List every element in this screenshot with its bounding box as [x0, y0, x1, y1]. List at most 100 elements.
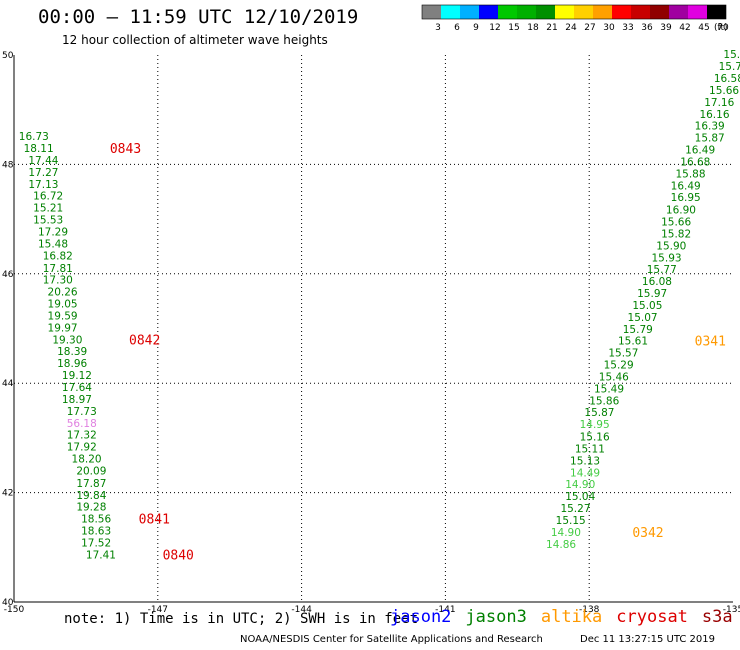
swh-value: 16.49 [685, 145, 715, 157]
sat-altika: altika [540, 607, 603, 627]
swh-value: 15.11 [575, 443, 605, 455]
swh-value: 16.08 [642, 276, 672, 288]
swh-value: 15.66 [709, 85, 739, 97]
swh-value: 18.20 [72, 454, 102, 466]
swh-value: 15.79 [623, 324, 653, 336]
swh-value: 15.88 [675, 169, 705, 181]
swh-value: 16.73 [19, 131, 49, 143]
legend-swatch [574, 5, 593, 19]
swh-value: 15.66 [661, 216, 691, 228]
swh-value: 17.41 [86, 549, 116, 561]
swh-value: 16.68 [680, 157, 710, 169]
legend-label: 30 [603, 23, 615, 33]
pass-time-label: 0840 [163, 548, 194, 563]
sat-jason3: jason3 [465, 607, 527, 627]
pass-time-label: 0842 [129, 333, 160, 348]
x-tick-label: -144 [291, 605, 312, 615]
legend-swatch [441, 5, 460, 19]
x-tick-label: -135 [723, 605, 740, 615]
legend-swatch [707, 5, 726, 19]
swh-value: 15.87 [695, 133, 725, 145]
legend-unit: (ft) [714, 23, 728, 33]
swh-value: 16.16 [699, 109, 729, 121]
swh-value: 15.29 [604, 360, 634, 372]
swh-value: 17.52 [81, 537, 111, 549]
swh-value: 17.73 [67, 406, 97, 418]
pass-time-label: 0341 [695, 335, 726, 350]
swh-value: 14.90 [565, 479, 595, 491]
swh-value: 16.58 [714, 73, 740, 85]
swh-value: 14.86 [546, 539, 576, 551]
swh-value: 17.44 [28, 155, 58, 167]
swh-value: 15.27 [560, 503, 590, 515]
legend-swatch [536, 5, 555, 19]
swh-value: 56.18 [67, 418, 97, 430]
swh-value: 18.11 [24, 143, 54, 155]
swh-value: 17.16 [704, 97, 734, 109]
swh-value: 14.95 [580, 419, 610, 431]
swh-value: 15.13 [570, 455, 600, 467]
swh-value: 20.09 [76, 466, 106, 478]
swh-value: 15.15 [556, 515, 586, 527]
swh-value: 15.93 [652, 252, 682, 264]
legend-label: 42 [679, 23, 690, 33]
generated-timestamp: Dec 11 13:27:15 UTC 2019 [580, 634, 715, 645]
y-tick-label: 48 [2, 160, 14, 170]
legend-label: 18 [527, 23, 539, 33]
swh-value: 19.97 [48, 322, 78, 334]
legend-label: 9 [473, 23, 479, 33]
swh-value: 19.84 [76, 490, 106, 502]
legend-swatch [422, 5, 441, 19]
swh-value: 20.26 [48, 286, 78, 298]
y-tick-label: 46 [2, 270, 14, 280]
legend-swatch [631, 5, 650, 19]
swh-value: 15.68 [723, 49, 740, 61]
legend-swatch [612, 5, 631, 19]
swh-value: 19.28 [76, 501, 106, 513]
swh-value: 19.59 [48, 310, 78, 322]
legend-swatch [555, 5, 574, 19]
swh-value: 17.87 [76, 478, 106, 490]
legend-label: 36 [641, 23, 653, 33]
units-note: note: 1) Time is in UTC; 2) SWH is in fe… [64, 611, 419, 627]
legend-swatch [479, 5, 498, 19]
x-tick-label: -138 [579, 605, 600, 615]
swh-value: 19.05 [48, 298, 78, 310]
swh-value: 18.63 [81, 525, 111, 537]
legend-swatch [593, 5, 612, 19]
swh-value: 15.82 [661, 228, 691, 240]
swh-value: 15.46 [599, 372, 629, 384]
x-tick-label: -141 [435, 605, 455, 615]
y-tick-label: 40 [2, 598, 14, 608]
swh-value: 15.86 [589, 396, 619, 408]
legend-swatch [669, 5, 688, 19]
swh-value: 19.30 [52, 334, 82, 346]
legend-swatch [688, 5, 707, 19]
swh-value: 15.90 [656, 240, 686, 252]
swh-value: 17.13 [28, 179, 58, 191]
swh-value: 15.97 [637, 288, 667, 300]
y-tick-label: 50 [2, 51, 14, 61]
legend-label: 24 [565, 23, 577, 33]
swh-value: 16.49 [671, 181, 701, 193]
legend-label: 3 [435, 23, 441, 33]
swh-value: 15.78 [719, 61, 740, 73]
swh-value: 17.92 [67, 442, 97, 454]
swh-value: 15.05 [632, 300, 662, 312]
legend-label: 21 [546, 23, 557, 33]
pass-time-label: 0841 [139, 512, 170, 527]
swh-value: 15.07 [628, 312, 658, 324]
legend-swatch [498, 5, 517, 19]
swh-value: 17.29 [38, 227, 68, 239]
page-title: 00:00 – 11:59 UTC 12/10/2019 [38, 6, 359, 28]
pass-time-label: 0342 [632, 526, 663, 541]
swh-value: 18.96 [57, 358, 87, 370]
legend-label: 33 [622, 23, 633, 33]
legend-label: 27 [584, 23, 595, 33]
swh-value: 18.56 [81, 513, 111, 525]
swh-value: 19.12 [62, 370, 92, 382]
swh-value: 15.49 [594, 384, 624, 396]
legend-swatch [650, 5, 669, 19]
swh-value: 15.87 [584, 407, 614, 419]
